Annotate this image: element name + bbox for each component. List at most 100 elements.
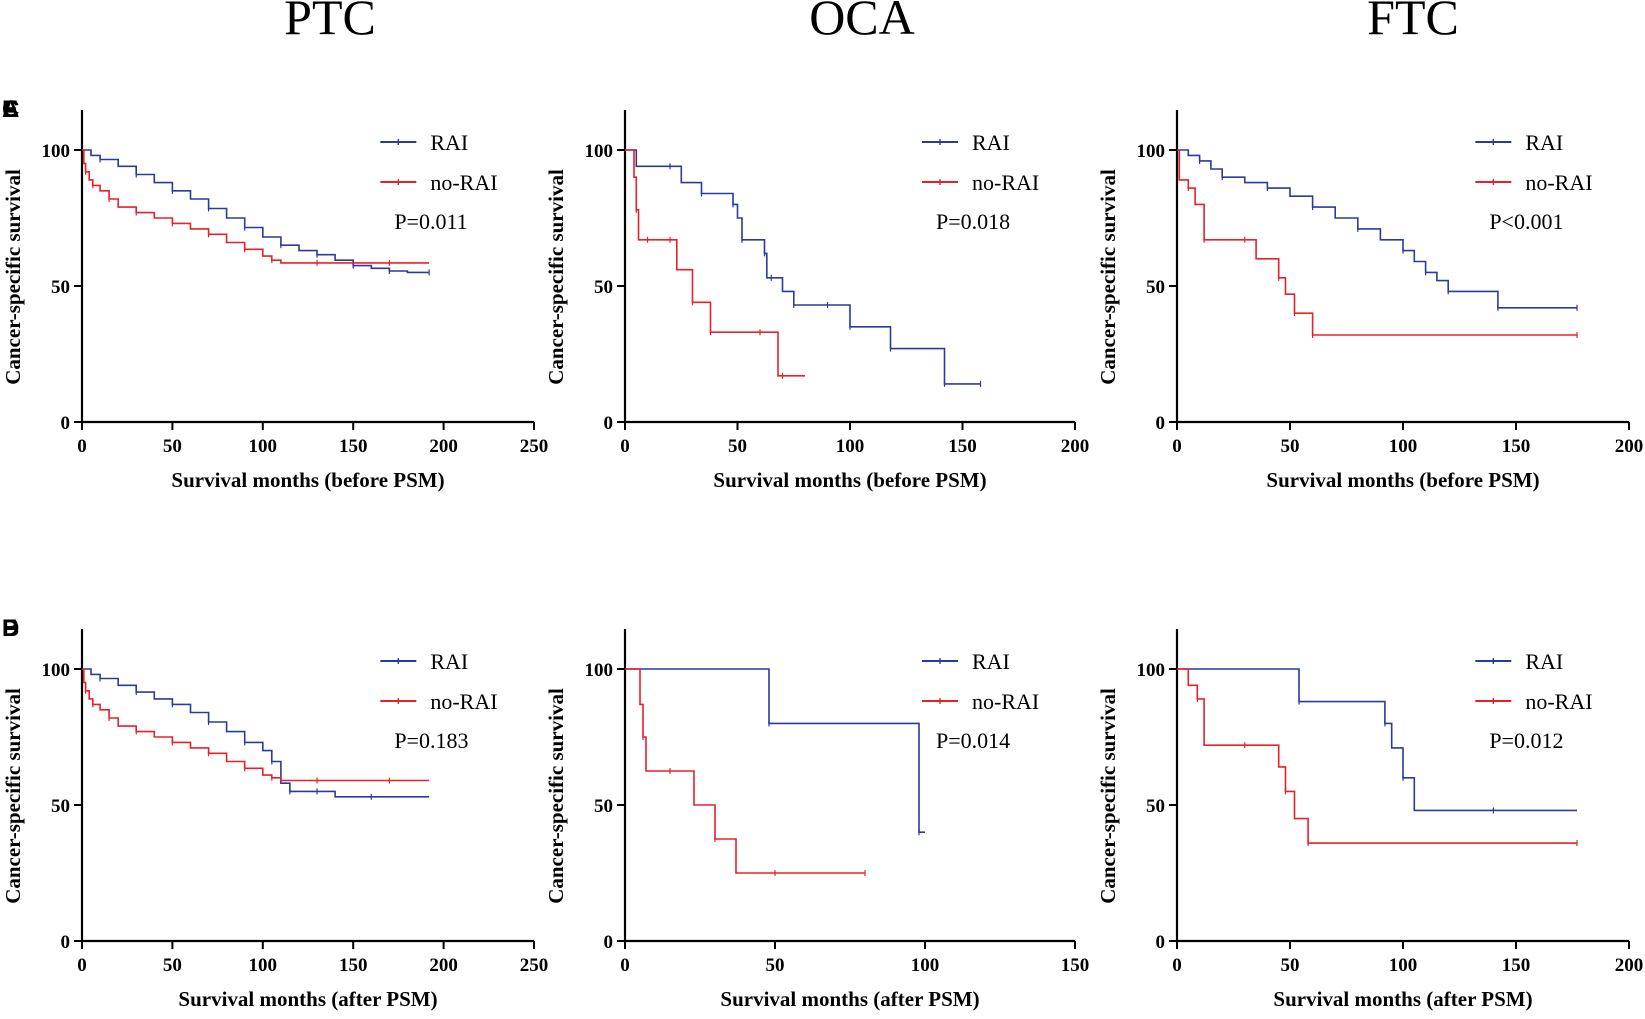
series-line-no-rai: [1177, 668, 1577, 844]
column-title-ftc: FTC: [1367, 0, 1459, 45]
legend-label: no-RAI: [1525, 689, 1592, 714]
y-tick-label: 50: [51, 796, 70, 817]
y-tick-label: 100: [1137, 141, 1166, 162]
y-tick-label: 50: [51, 277, 70, 298]
column-title-oca: OCA: [809, 0, 915, 45]
x-axis-label: Survival months (after PSM): [178, 987, 437, 1011]
legend-label: RAI: [430, 649, 468, 674]
legend-item-rai: RAI: [1475, 649, 1563, 674]
y-axis-label: Cancer-specific survival: [1096, 688, 1120, 904]
x-tick-label: 0: [620, 955, 630, 976]
x-tick-label: 0: [77, 436, 87, 457]
p-value: P=0.012: [1489, 728, 1563, 753]
x-axis-label: Survival months (after PSM): [720, 987, 979, 1011]
y-tick-label: 0: [604, 413, 614, 434]
x-tick-label: 50: [163, 436, 182, 457]
series-line-no-rai: [625, 149, 805, 377]
y-tick-label: 50: [1146, 277, 1165, 298]
x-tick-label: 250: [520, 436, 549, 457]
y-tick-label: 100: [1137, 660, 1166, 681]
x-tick-label: 50: [728, 436, 747, 457]
x-tick-label: 200: [429, 955, 458, 976]
x-axis-label: Survival months (before PSM): [713, 468, 986, 492]
legend-item-no-rai: no-RAI: [1475, 689, 1593, 714]
panel-d: D 0 50 100 150 0 50 100 Survival months (after P…: [2, 615, 1089, 1011]
legend-item-rai: RAI: [922, 130, 1010, 155]
y-tick-label: 50: [1146, 796, 1165, 817]
y-tick-label: 50: [594, 277, 613, 298]
x-tick-label: 200: [429, 436, 458, 457]
series-line-no-rai: [625, 668, 865, 874]
panel-a: A 0 50 100 150 200 250 0 50 100 Survival months (b…: [1, 96, 548, 492]
panel-letter: D: [2, 615, 19, 642]
y-axis-label: Cancer-specific survival: [544, 169, 568, 385]
series-line-rai: [1177, 668, 1577, 812]
panel-f: F 0 50 100 150 200 0 50 100 Survival months (afte…: [2, 615, 1643, 1011]
x-tick-label: 50: [163, 955, 182, 976]
panel-letter: B: [2, 615, 19, 642]
legend-item-no-rai: no-RAI: [380, 170, 498, 195]
series-line-rai: [82, 668, 430, 798]
legend-item-no-rai: no-RAI: [1475, 170, 1593, 195]
legend-label: no-RAI: [1525, 170, 1592, 195]
legend-label: RAI: [430, 130, 468, 155]
legend-label: no-RAI: [430, 170, 497, 195]
x-tick-label: 100: [836, 436, 865, 457]
series-line-rai: [1177, 149, 1577, 309]
legend-label: no-RAI: [972, 170, 1039, 195]
legend-item-rai: RAI: [380, 649, 468, 674]
x-tick-label: 100: [1389, 955, 1418, 976]
x-tick-label: 200: [1615, 436, 1644, 457]
panel-e: E 0 50 100 150 200 0 50 100 Survival months (befo…: [2, 96, 1643, 492]
legend-item-no-rai: no-RAI: [922, 689, 1039, 714]
x-tick-label: 100: [249, 436, 278, 457]
x-tick-label: 200: [1615, 955, 1644, 976]
x-tick-label: 100: [1389, 436, 1418, 457]
x-tick-label: 150: [948, 436, 977, 457]
legend-label: no-RAI: [972, 689, 1039, 714]
legend-item-no-rai: no-RAI: [380, 689, 498, 714]
y-tick-label: 100: [585, 141, 614, 162]
y-tick-label: 0: [61, 413, 71, 434]
p-value: P=0.183: [394, 728, 468, 753]
legend-item-rai: RAI: [1475, 130, 1563, 155]
y-tick-label: 0: [604, 932, 614, 953]
p-value: P<0.001: [1489, 209, 1563, 234]
x-tick-label: 150: [339, 955, 368, 976]
x-tick-label: 50: [766, 955, 785, 976]
x-tick-label: 150: [1502, 436, 1531, 457]
x-tick-label: 0: [1172, 955, 1182, 976]
column-title-ptc: PTC: [284, 0, 376, 45]
y-tick-label: 0: [1156, 413, 1166, 434]
p-value: P=0.018: [936, 209, 1010, 234]
panel-letter: A: [2, 96, 19, 123]
x-tick-label: 150: [1061, 955, 1090, 976]
x-tick-label: 0: [77, 955, 87, 976]
legend-label: no-RAI: [430, 689, 497, 714]
x-tick-label: 0: [1172, 436, 1182, 457]
y-tick-label: 100: [585, 660, 614, 681]
x-tick-label: 50: [1281, 436, 1300, 457]
x-axis-label: Survival months (before PSM): [171, 468, 444, 492]
y-tick-label: 50: [594, 796, 613, 817]
x-tick-label: 150: [339, 436, 368, 457]
y-axis-label: Cancer-specific survival: [1096, 169, 1120, 385]
legend-item-no-rai: no-RAI: [922, 170, 1039, 195]
series-line-rai: [625, 149, 981, 385]
legend-label: RAI: [1525, 649, 1563, 674]
legend-label: RAI: [972, 649, 1010, 674]
x-tick-label: 250: [520, 955, 549, 976]
p-value: P=0.014: [936, 728, 1010, 753]
legend-item-rai: RAI: [922, 649, 1010, 674]
x-tick-label: 100: [249, 955, 278, 976]
y-axis-label: Cancer-specific survival: [1, 169, 25, 385]
x-tick-label: 200: [1061, 436, 1090, 457]
legend-label: RAI: [972, 130, 1010, 155]
y-axis-label: Cancer-specific survival: [544, 688, 568, 904]
x-tick-label: 150: [1502, 955, 1531, 976]
x-tick-label: 100: [911, 955, 940, 976]
y-axis-label: Cancer-specific survival: [1, 688, 25, 904]
panel-c: C 0 50 100 150 200 0 50 100 Survival months (befo…: [2, 96, 1089, 492]
panel-letter: E: [2, 96, 18, 123]
